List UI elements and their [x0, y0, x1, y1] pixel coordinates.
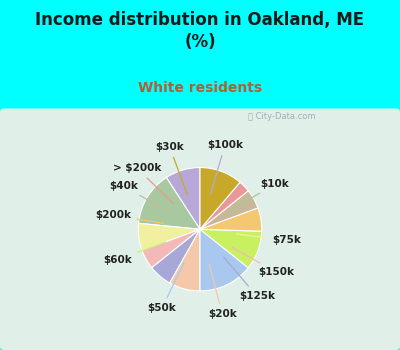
Wedge shape [200, 168, 240, 229]
Text: Income distribution in Oakland, ME
(%): Income distribution in Oakland, ME (%) [36, 10, 364, 51]
Wedge shape [152, 229, 200, 283]
Text: $150k: $150k [232, 247, 294, 277]
Text: $30k: $30k [155, 142, 187, 195]
Text: $10k: $10k [231, 179, 289, 210]
Wedge shape [166, 168, 200, 229]
Wedge shape [200, 229, 262, 268]
Wedge shape [200, 182, 248, 229]
Text: > $200k: > $200k [113, 163, 174, 204]
Text: $20k: $20k [208, 265, 237, 319]
Wedge shape [170, 229, 200, 291]
Wedge shape [200, 229, 248, 291]
Wedge shape [138, 223, 200, 251]
Text: $40k: $40k [109, 181, 168, 211]
Text: $75k: $75k [236, 234, 301, 245]
Text: $200k: $200k [96, 210, 164, 223]
Text: White residents: White residents [138, 80, 262, 94]
Text: $100k: $100k [207, 140, 243, 194]
Wedge shape [200, 191, 258, 229]
Wedge shape [138, 177, 200, 229]
Text: $60k: $60k [103, 242, 166, 265]
Text: $50k: $50k [148, 262, 184, 313]
Wedge shape [200, 208, 262, 231]
FancyBboxPatch shape [0, 108, 400, 350]
Text: $125k: $125k [224, 257, 275, 301]
Wedge shape [142, 229, 200, 268]
Text: ⓘ City-Data.com: ⓘ City-Data.com [248, 112, 316, 121]
